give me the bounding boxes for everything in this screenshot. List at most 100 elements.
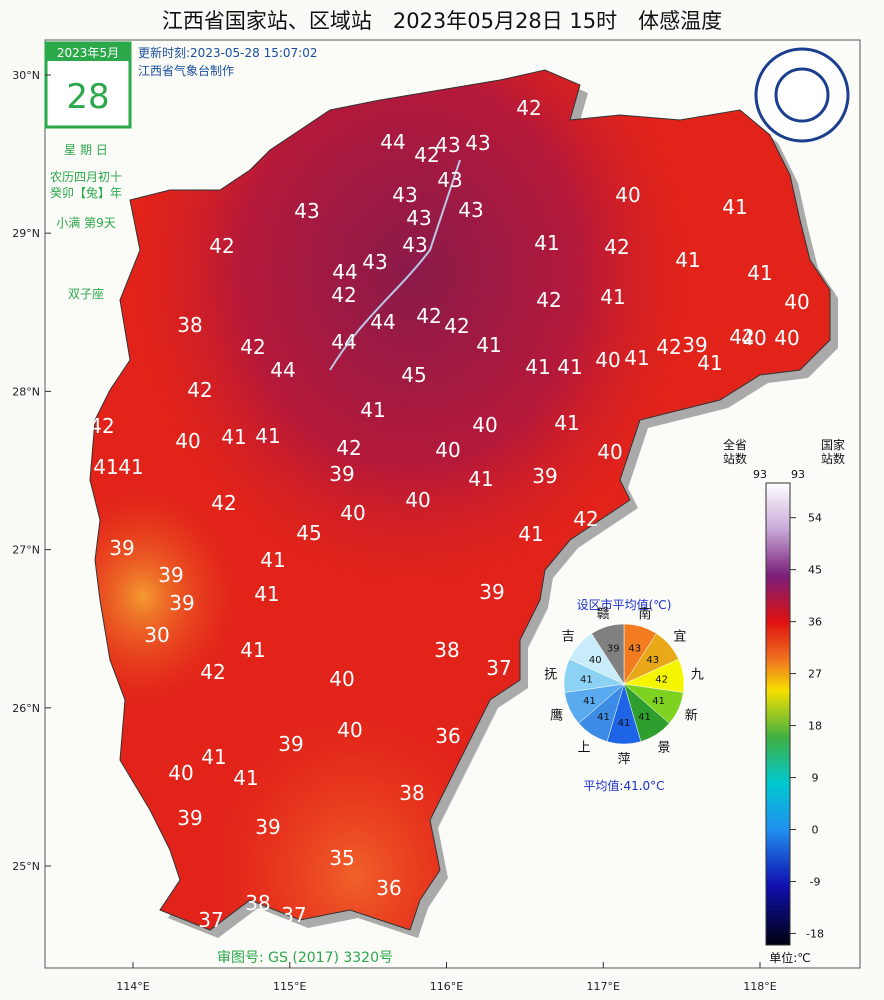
pie-value: 40 (589, 655, 602, 666)
station-value: 37 (198, 908, 223, 932)
station-value: 41 (221, 425, 246, 449)
river (329, 159, 461, 371)
station-value: 42 (729, 325, 754, 349)
station-value: 40 (175, 429, 200, 453)
pie-name: 抚 (544, 667, 557, 682)
province-count: 93 (753, 468, 767, 481)
pie-value: 42 (655, 675, 668, 686)
station-value: 43 (362, 250, 387, 274)
station-value: 40 (340, 501, 365, 525)
station-value: 39 (177, 806, 202, 830)
station-value: 41 (557, 355, 582, 379)
lunar-year: 癸卯【兔】年 (50, 185, 122, 200)
station-value: 43 (294, 199, 319, 223)
station-value: 41 (240, 638, 265, 662)
station-value: 42 (240, 335, 265, 359)
station-value: 41 (233, 766, 258, 790)
colorbar-label: 18 (808, 720, 822, 733)
lat-label: 26°N (12, 702, 40, 715)
station-value: 39 (479, 580, 504, 604)
pie-slice (591, 623, 625, 685)
station-value: 41 (260, 548, 285, 572)
pie-name: 宜 (673, 630, 686, 645)
pie-name: 吉 (562, 630, 575, 645)
station-value: 41 (675, 248, 700, 272)
station-value: 45 (401, 363, 426, 387)
station-value: 39 (109, 536, 134, 560)
pie-name: 赣 (597, 607, 610, 622)
station-value: 40 (595, 348, 620, 372)
pie-value: 41 (580, 675, 593, 686)
station-value: 39 (682, 333, 707, 357)
lon-label: 116°E (430, 980, 463, 993)
station-value: 36 (376, 876, 401, 900)
lunar-date: 农历四月初十 (50, 170, 122, 184)
station-value: 42 (209, 234, 234, 258)
colorbar-label: 27 (808, 668, 822, 681)
colorbar-unit: 单位:℃ (769, 950, 811, 965)
lat-label: 30°N (12, 69, 40, 82)
station-value: 40 (597, 440, 622, 464)
station-value: 43 (402, 233, 427, 257)
station-value: 41 (254, 582, 279, 606)
station-value: 43 (406, 206, 431, 230)
station-value: 42 (211, 491, 236, 515)
lat-label: 27°N (12, 544, 40, 557)
pie-average: 平均值:41.0°C (583, 778, 664, 793)
station-value: 44 (332, 260, 357, 284)
station-value: 41 (534, 231, 559, 255)
lat-label: 29°N (12, 227, 40, 240)
solar-term: 小满 第9天 (56, 216, 115, 230)
station-value: 41 (255, 424, 280, 448)
station-value: 42 (200, 660, 225, 684)
station-value: 39 (278, 732, 303, 756)
station-value: 42 (516, 96, 541, 120)
province-count-header: 站数 (723, 451, 747, 466)
station-value: 40 (472, 413, 497, 437)
station-value: 40 (337, 718, 362, 742)
pie-name: 九 (691, 667, 704, 682)
station-value: 40 (774, 326, 799, 350)
colorbar-label: 36 (808, 616, 822, 629)
station-value: 44 (380, 130, 405, 154)
national-count: 93 (791, 468, 805, 481)
station-value: 43 (435, 133, 460, 157)
colorbar-label: -9 (810, 875, 821, 888)
station-value: 40 (329, 667, 354, 691)
pie-value: 39 (607, 644, 620, 655)
station-value: 41 (722, 195, 747, 219)
station-value: 41 (476, 333, 501, 357)
colorbar-label: 54 (808, 512, 822, 525)
calendar-header (46, 43, 130, 61)
weekday: 星 期 日 (64, 143, 108, 157)
station-value: 41 (468, 467, 493, 491)
station-value: 41 (747, 261, 772, 285)
national-count-header: 站数 (821, 451, 845, 466)
station-value: 40 (784, 290, 809, 314)
pie-value: 41 (618, 718, 631, 729)
pie-title: 设区市平均值(℃) (577, 597, 672, 612)
pie-value: 41 (597, 712, 610, 723)
update-time: 更新时刻:2023-05-28 15:07:02 (138, 45, 318, 60)
station-value: 42 (416, 304, 441, 328)
station-value: 38 (245, 891, 270, 915)
station-value: 45 (296, 521, 321, 545)
station-value: 41 (600, 285, 625, 309)
station-value: 42 (187, 378, 212, 402)
pie-name: 鹰 (550, 708, 563, 724)
colorbar-label: 9 (812, 772, 819, 785)
station-value: 38 (399, 781, 424, 805)
approval-number: 审图号: GS (2017) 3320号 (217, 950, 393, 966)
station-value: 40 (405, 488, 430, 512)
station-value: 42 (573, 507, 598, 531)
pie-value: 41 (583, 696, 596, 707)
station-value: 37 (281, 903, 306, 927)
logo (754, 47, 850, 143)
station-value: 42 (444, 314, 469, 338)
station-value: 43 (465, 131, 490, 155)
calendar-day: 28 (66, 77, 109, 117)
pie-name: 新 (685, 708, 698, 724)
pie-name: 景 (657, 740, 670, 755)
station-value: 42 (331, 283, 356, 307)
